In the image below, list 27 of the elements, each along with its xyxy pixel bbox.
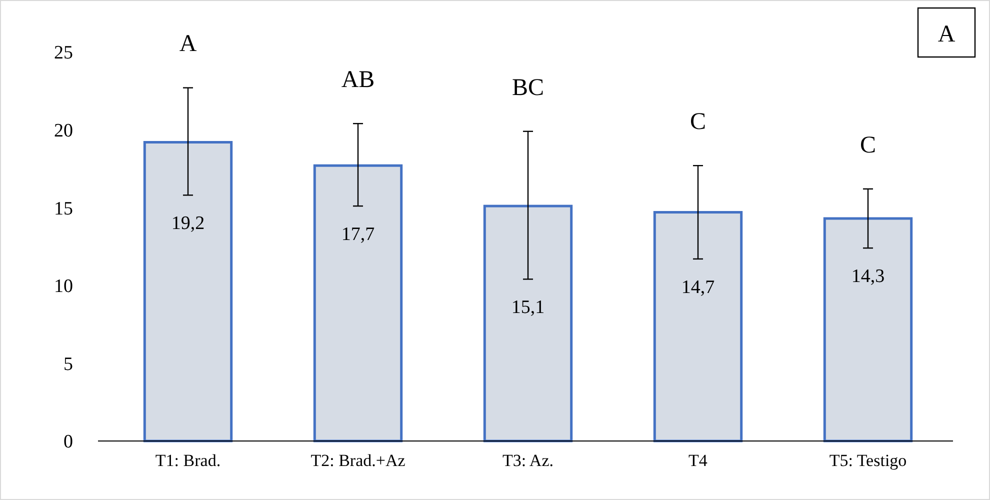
x-tick-label: T3: Az. [502,451,554,470]
data-label: 17,7 [341,224,375,246]
text: A [938,21,956,48]
x-tick-label: T2: Brad.+Az [310,451,406,470]
data-label: 14,3 [851,266,885,288]
annotation: AB [341,66,375,93]
bar [313,164,403,442]
y-tick-label: 15 [54,198,73,220]
x-tick-label: T4 [688,451,708,470]
annotation: C [690,108,706,135]
bar [653,211,743,442]
bar [823,217,913,442]
data-label: 14,7 [681,276,715,298]
y-tick-label: 0 [64,432,73,453]
y-tick-label: 10 [54,276,73,298]
y-tick-label: 25 [54,42,73,64]
data-label: 15,1 [511,297,545,318]
data-label: 19,2 [171,213,205,234]
y-tick-label: 5 [64,354,73,375]
x-tick-label: T1: Brad. [155,451,221,470]
bar [483,204,573,442]
y-tick-label: 20 [54,120,73,142]
annotation: A [179,31,198,58]
annotation: C [860,132,876,158]
x-tick-label: T5: Testigo [829,451,907,470]
bar [143,141,233,442]
annotation: BC [512,74,544,101]
